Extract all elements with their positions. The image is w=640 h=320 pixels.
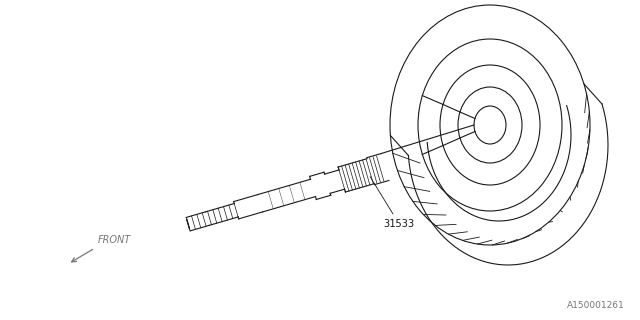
Text: A150001261: A150001261 <box>567 301 625 310</box>
Text: 31533: 31533 <box>370 177 415 229</box>
Text: FRONT: FRONT <box>98 235 131 245</box>
